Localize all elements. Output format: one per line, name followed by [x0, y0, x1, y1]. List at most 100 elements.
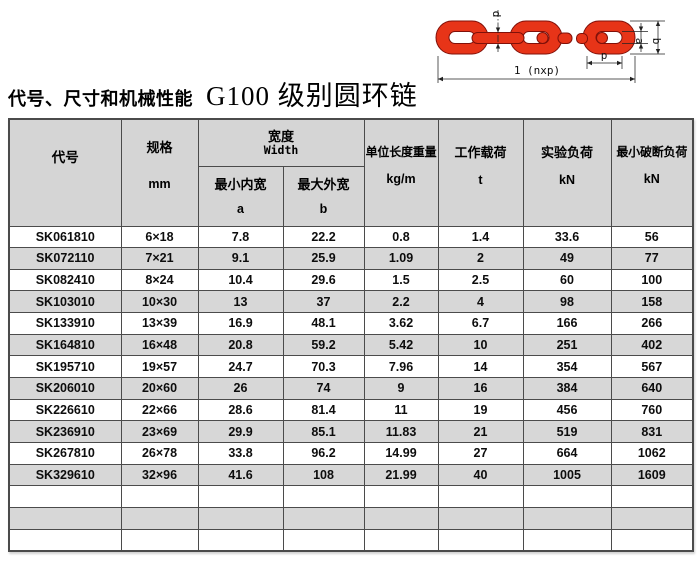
col-header-code-label: 代号	[51, 150, 79, 166]
table-cell: 6×18	[120, 225, 199, 249]
table-row: SK061810 6×18 7.8 22.2 0.8 1.4 33.6 56	[8, 225, 694, 249]
table-cell: 100	[610, 268, 694, 292]
dimension-p: p	[586, 49, 623, 69]
table-cell: 33.8	[197, 442, 284, 465]
table-cell: 49	[522, 247, 612, 270]
col-header-unit-weight-unit: kg/m	[386, 172, 416, 187]
table-cell	[282, 507, 365, 530]
table-cell	[437, 485, 524, 509]
table-cell	[363, 485, 439, 509]
table-cell: 13	[197, 290, 284, 314]
code-cell: SK226610	[8, 398, 122, 422]
table-cell: 11	[363, 398, 439, 422]
table-cell	[610, 528, 694, 552]
table-cell	[282, 485, 365, 509]
table-cell: 1005	[522, 463, 612, 487]
table-row-empty	[8, 507, 694, 530]
col-header-unit-weight-label: 单位长度重量	[365, 145, 437, 160]
table-cell: 6.7	[437, 312, 524, 335]
table-cell: 664	[522, 442, 612, 465]
table-cell: 10	[437, 333, 524, 357]
col-header-spec: 规格 mm	[120, 118, 199, 227]
table-cell: 21	[437, 420, 524, 444]
col-header-spec-unit: mm	[148, 177, 171, 192]
table-cell: 831	[610, 420, 694, 444]
table-cell	[522, 485, 612, 509]
dim-label-length: 1 (nxp)	[514, 64, 560, 77]
table-cell: 40	[437, 463, 524, 487]
col-header-test-load-unit: kN	[559, 172, 575, 187]
table-cell: 74	[282, 377, 365, 400]
table-cell: 760	[610, 398, 694, 422]
table-cell: 10×30	[120, 290, 199, 314]
table-cell: 22×66	[120, 398, 199, 422]
table-row: SK236910 23×69 29.9 85.1 11.83 21 519 831	[8, 420, 694, 444]
code-cell: SK133910	[8, 312, 122, 335]
table-cell: 1062	[610, 442, 694, 465]
title-prefix: 代号、尺寸和机械性能	[8, 89, 193, 109]
table-row: SK082410 8×24 10.4 29.6 1.5 2.5 60 100	[8, 268, 694, 292]
table-cell: 640	[610, 377, 694, 400]
dimension-a: a	[622, 23, 648, 52]
col-header-breaking-load-label: 最小破断负荷	[616, 145, 688, 160]
table-cell: 20×60	[120, 377, 199, 400]
col-header-working-load-label: 工作载荷	[454, 144, 507, 160]
table-cell: 158	[610, 290, 694, 314]
table-cell: 251	[522, 333, 612, 357]
col-header-max-outer: 最大外宽 b	[282, 165, 365, 227]
table-cell: 41.6	[197, 463, 284, 487]
col-header-breaking-load: 最小破断负荷 kN	[610, 118, 694, 227]
table-cell: 10.4	[197, 268, 284, 292]
table-cell: 4	[437, 290, 524, 314]
table-row: SK226610 22×66 28.6 81.4 11 19 456 760	[8, 398, 694, 422]
table-cell	[522, 507, 612, 530]
table-cell: 3.62	[363, 312, 439, 335]
table-cell: 19×57	[120, 355, 199, 379]
table-cell	[437, 528, 524, 552]
table-cell	[197, 507, 284, 530]
table-cell: 33.6	[522, 225, 612, 249]
dim-label-b: b	[650, 38, 663, 45]
code-cell: SK164810	[8, 333, 122, 357]
col-header-spec-label: 规格	[146, 140, 173, 156]
col-header-breaking-load-unit: kN	[643, 172, 660, 187]
code-cell: SK329610	[8, 463, 122, 487]
table-cell: 11.83	[363, 420, 439, 444]
table-cell: 384	[522, 377, 612, 400]
table-cell: 29.9	[197, 420, 284, 444]
col-header-min-inner: 最小内宽 a	[197, 165, 284, 227]
table-cell	[610, 485, 694, 509]
col-header-min-inner-label: 最小内宽	[214, 176, 267, 192]
dimension-b: b	[630, 20, 665, 55]
table-header: 代号 规格 mm 宽度 Width 单位长度重量	[8, 118, 694, 227]
table-cell: 23×69	[120, 420, 199, 444]
table-cell: 27	[437, 442, 524, 465]
table-cell: 16	[437, 377, 524, 400]
table-cell: 354	[522, 355, 612, 379]
code-cell: SK267810	[8, 442, 122, 465]
code-cell: SK195710	[8, 355, 122, 379]
code-cell: SK082410	[8, 268, 122, 292]
dim-label-p: p	[601, 49, 608, 62]
table-cell: 0.8	[363, 225, 439, 249]
table-row: SK103010 10×30 13 37 2.2 4 98 158	[8, 290, 694, 314]
table-cell: 98	[522, 290, 612, 314]
table-cell: 266	[610, 312, 694, 335]
code-cell: SK236910	[8, 420, 122, 444]
table-cell: 59.2	[282, 333, 365, 357]
table-cell	[363, 507, 439, 530]
table-cell: 7.8	[197, 225, 284, 249]
dimension-d: d	[490, 10, 503, 52]
col-header-max-outer-label: 最大外宽	[297, 176, 350, 192]
table-row: SK072110 7×21 9.1 25.9 1.09 2 49 77	[8, 247, 694, 270]
code-cell: SK061810	[8, 225, 122, 249]
col-header-max-outer-sym: b	[319, 201, 328, 216]
table-cell	[197, 485, 284, 509]
table-cell: 166	[522, 312, 612, 335]
table-cell: 32×96	[120, 463, 199, 487]
table-cell: 26	[197, 377, 284, 400]
code-cell: SK206010	[8, 377, 122, 400]
table-cell: 7×21	[120, 247, 199, 270]
table-cell: 16.9	[197, 312, 284, 335]
